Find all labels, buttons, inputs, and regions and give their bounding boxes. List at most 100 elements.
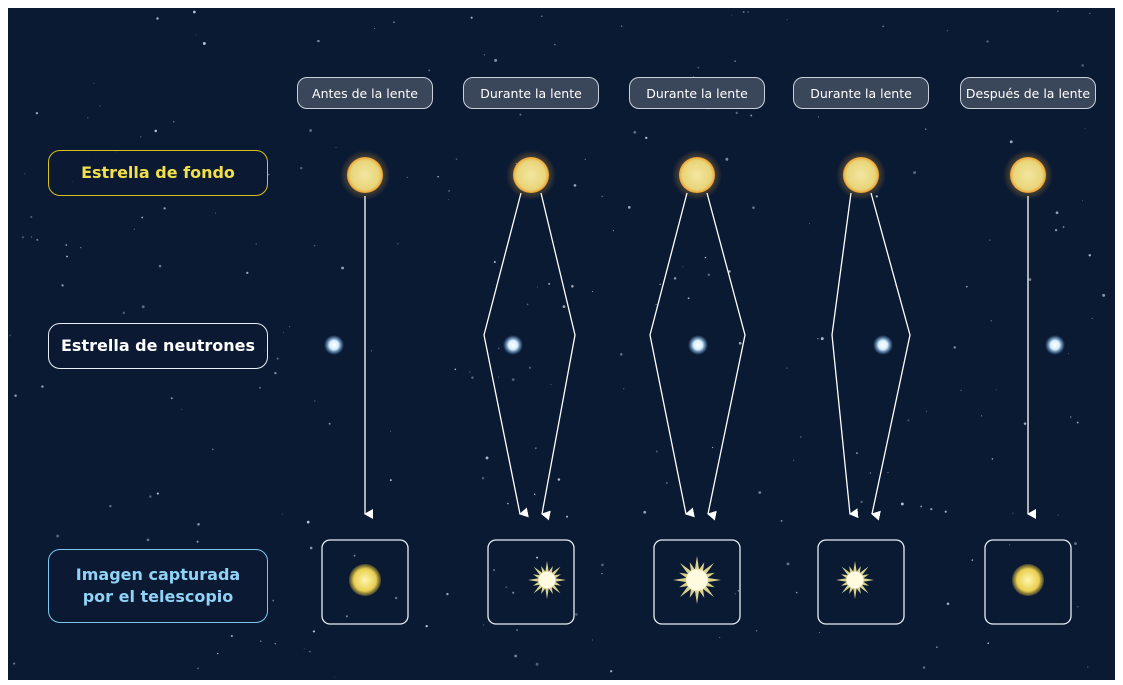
bg-star (708, 273, 711, 276)
bg-star (374, 28, 375, 29)
bg-star (819, 632, 820, 633)
background-star (843, 157, 879, 193)
bg-star (61, 284, 63, 286)
column-label: Durante la lente (463, 77, 599, 109)
bg-star (87, 117, 88, 118)
bg-star (697, 67, 699, 69)
captured-star (1012, 564, 1044, 596)
bg-star (856, 452, 858, 454)
bg-star (756, 630, 757, 631)
bg-star (1068, 353, 1069, 354)
bg-star (507, 503, 509, 505)
bg-star (735, 593, 736, 594)
bg-star (329, 423, 331, 425)
bg-star (173, 121, 174, 122)
bg-star (519, 114, 521, 116)
bg-star (907, 419, 909, 421)
bg-star (887, 472, 888, 473)
background-star (347, 157, 383, 193)
bg-star (817, 338, 818, 339)
bg-star (393, 22, 394, 23)
bg-star (494, 261, 496, 263)
bg-star (537, 287, 538, 288)
bg-star (395, 597, 397, 599)
bg-star (628, 206, 631, 209)
bg-star (541, 16, 542, 17)
bg-star (31, 237, 32, 238)
bg-star (563, 305, 566, 308)
bg-star (30, 216, 32, 218)
bg-star (505, 586, 507, 588)
bg-star (66, 256, 68, 258)
bg-star (818, 116, 819, 117)
bg-star (80, 247, 81, 248)
bg-star (456, 158, 458, 160)
bg-star (354, 555, 356, 557)
bg-star (613, 230, 614, 231)
bg-star (1089, 254, 1091, 256)
light-ray (707, 193, 745, 514)
bg-star (601, 573, 602, 574)
bg-star (246, 272, 248, 274)
bg-star (548, 283, 550, 285)
bg-star (535, 447, 537, 449)
bg-star (705, 257, 706, 258)
bg-star (558, 478, 561, 481)
bg-star (725, 158, 728, 161)
row-label: Estrella de neutrones (48, 323, 268, 369)
bg-star (925, 128, 927, 130)
bg-star (821, 337, 824, 340)
bg-star (953, 346, 956, 349)
bg-star (437, 176, 438, 177)
bg-star (512, 592, 514, 594)
bg-star (688, 297, 690, 299)
bg-star (1024, 422, 1027, 425)
bg-star (22, 236, 24, 238)
bg-star (659, 284, 660, 285)
bg-star (498, 348, 499, 349)
bg-star (920, 505, 922, 507)
bg-star (1102, 294, 1105, 297)
bg-star (471, 376, 473, 378)
bg-star (787, 368, 788, 369)
bg-star (512, 378, 515, 381)
bg-star (947, 30, 948, 31)
bg-star (268, 174, 270, 176)
bg-star (448, 190, 450, 192)
bg-star (336, 147, 337, 148)
bg-star (283, 332, 284, 333)
bg-star (610, 670, 612, 672)
bg-star (484, 54, 485, 55)
captured-star (686, 569, 708, 591)
bg-star (193, 11, 196, 14)
bg-star (752, 206, 755, 209)
bg-star (923, 666, 925, 668)
bg-star (534, 494, 535, 495)
bg-star (65, 244, 67, 246)
bg-star (13, 663, 15, 665)
bg-star (147, 538, 150, 541)
bg-star (601, 564, 604, 567)
bg-star (317, 40, 319, 42)
bg-star (527, 304, 529, 306)
bg-star (996, 389, 997, 390)
bg-star (142, 305, 145, 308)
bg-star (164, 207, 166, 209)
bg-star (585, 159, 586, 160)
bg-star (536, 557, 538, 559)
neutron-star (324, 335, 344, 355)
bg-star (634, 131, 637, 134)
bg-star (309, 651, 311, 653)
bg-star (1070, 416, 1072, 418)
bg-star (304, 648, 305, 649)
bg-star (960, 390, 961, 391)
bg-star (1089, 13, 1090, 14)
bg-star (989, 239, 990, 240)
bg-star (14, 395, 16, 397)
bg-star (275, 643, 276, 644)
row-label: Imagen capturada por el telescopio (48, 549, 268, 623)
bg-star (1081, 64, 1084, 67)
bg-star (171, 397, 173, 399)
bg-star (986, 40, 988, 42)
bg-star (390, 479, 392, 481)
